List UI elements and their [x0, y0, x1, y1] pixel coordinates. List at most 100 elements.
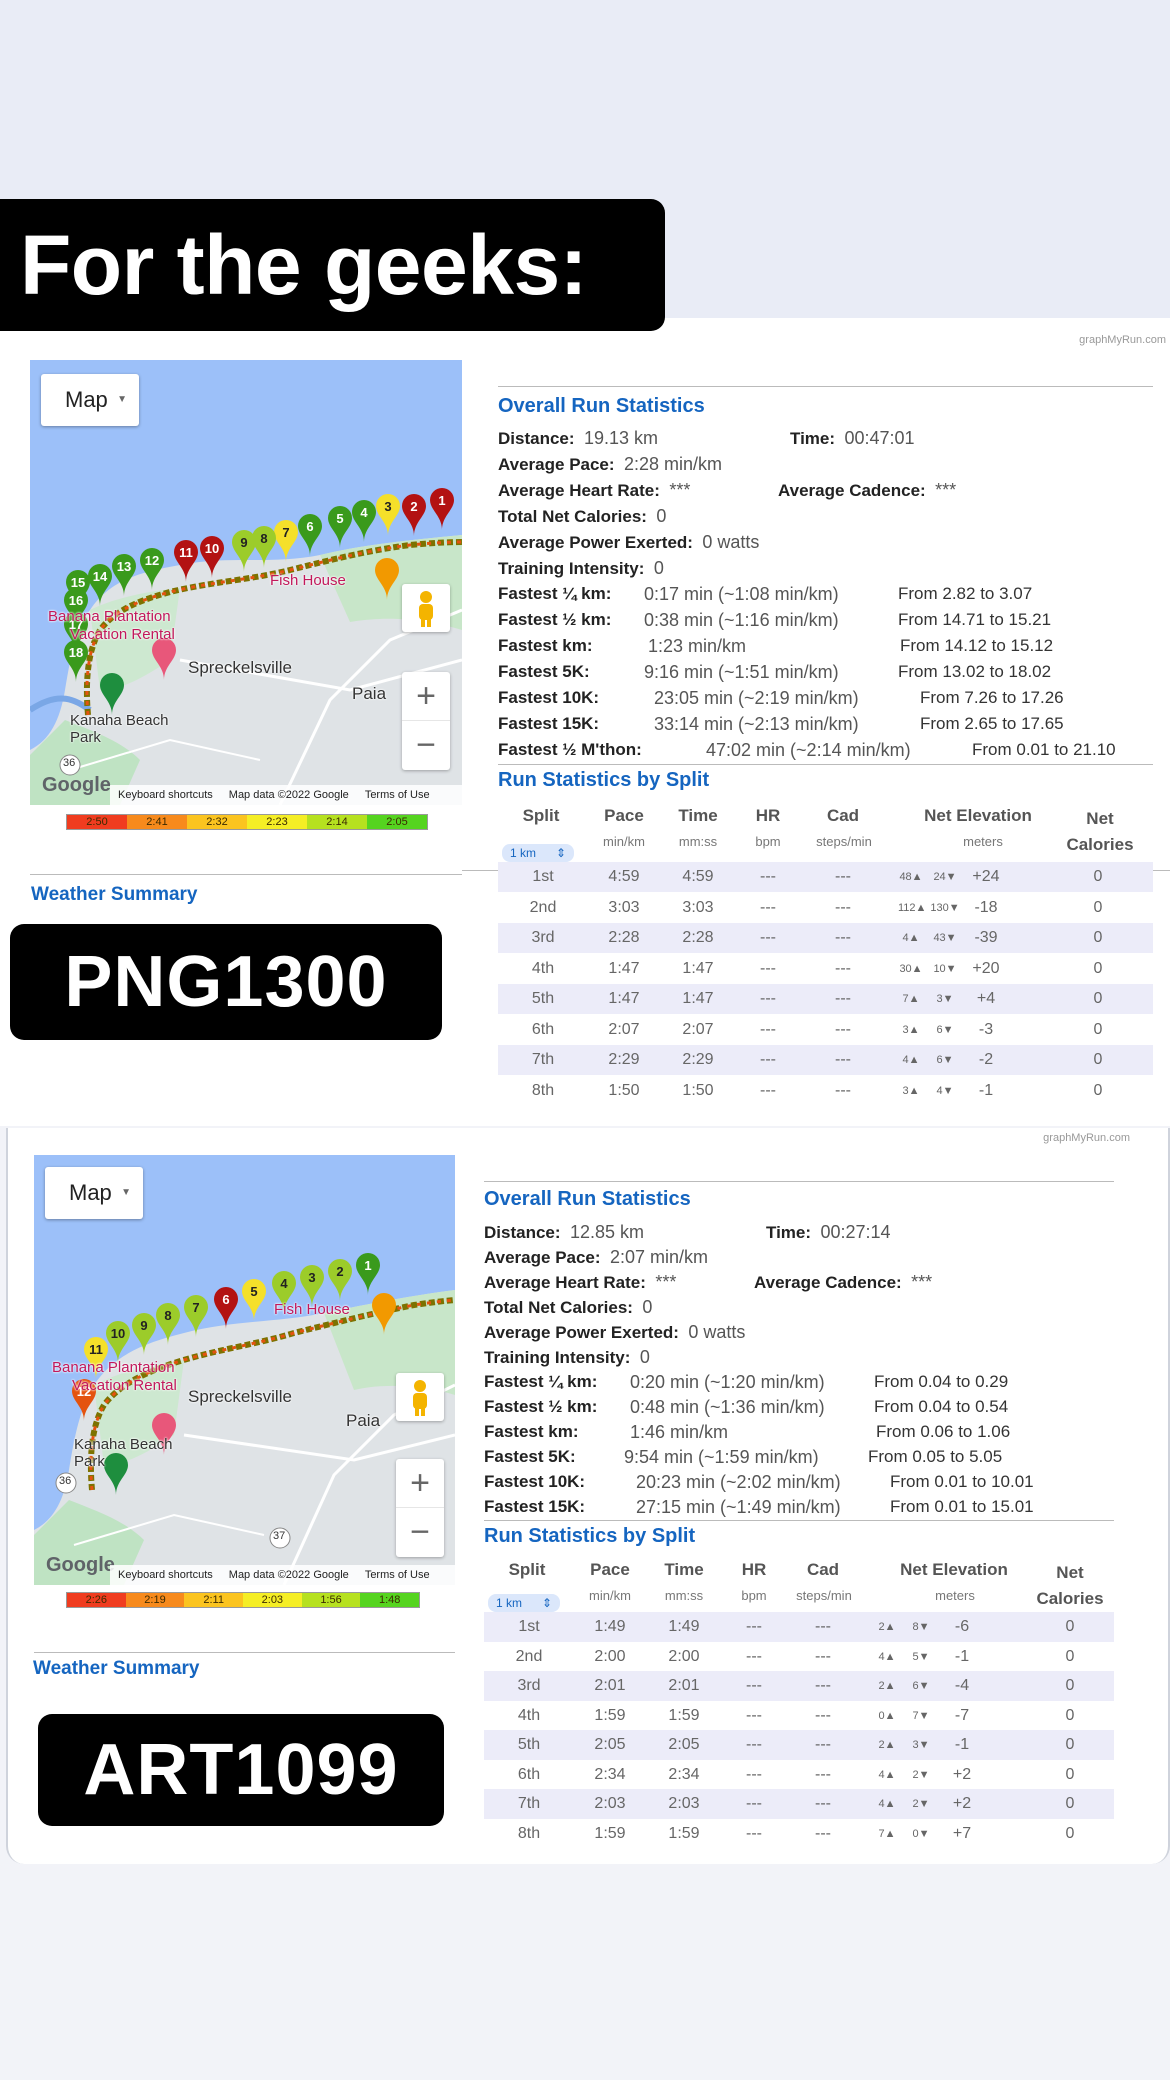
fastest-range: From 0.01 to 15.01 — [890, 1497, 1034, 1516]
restaurant-marker — [375, 558, 399, 600]
split-hr: --- — [746, 1736, 762, 1753]
split-pace: 2:00 — [594, 1647, 626, 1665]
restaurant-marker — [372, 1293, 396, 1335]
split-pace: 4:59 — [608, 868, 640, 885]
svg-text:8: 8 — [260, 531, 267, 546]
col-net-calories: Net Calories — [1066, 809, 1134, 854]
fastest-value-text: 23:05 min (~2:19 min/km) — [654, 688, 859, 708]
net-calories: 0 — [1093, 898, 1103, 916]
split-row: 7th 2:03 2:03 --- --- 4▲ 2▼ +2 0 — [484, 1789, 1114, 1819]
net-elevation: +7 — [952, 1824, 972, 1842]
col-time: Time — [678, 806, 718, 825]
stat-label: Training Intensity: — [484, 1348, 631, 1367]
split-pace: 2:05 — [594, 1736, 626, 1753]
overall-stats-title: Overall Run Statistics — [498, 395, 705, 417]
pace-scale-step: 2:19 — [125, 1593, 185, 1607]
keyboard-shortcuts-link[interactable]: Keyboard shortcuts — [118, 1569, 213, 1581]
pegman-icon[interactable] — [402, 584, 450, 632]
keyboard-shortcuts-link[interactable]: Keyboard shortcuts — [118, 789, 213, 801]
split-marker-1: 1 — [430, 488, 454, 530]
split-hr: --- — [746, 1618, 762, 1635]
elevation-up: 4▲ — [878, 1798, 896, 1810]
col-net-elevation: Net Elevation — [924, 806, 1032, 825]
map-attribution: Keyboard shortcuts Map data ©2022 Google T… — [110, 785, 462, 805]
divider — [484, 1181, 1114, 1182]
stat-value: 12.85 km — [569, 1222, 645, 1242]
fastest-value: 0:38 min (~1:16 min/km) — [644, 610, 839, 631]
net-elevation: -18 — [974, 898, 998, 916]
minus-icon[interactable]: − — [416, 726, 436, 764]
svg-text:11: 11 — [89, 1342, 103, 1357]
route-map[interactable]: 1 2 3 4 5 6 7 8 9 10 11 12 Map ▼ Banana P… — [34, 1155, 455, 1585]
plus-icon[interactable]: + — [402, 672, 450, 721]
fastest-value-text: 0:38 min (~1:16 min/km) — [644, 610, 839, 630]
fastest-value: 9:16 min (~1:51 min/km) — [644, 662, 839, 683]
split-time: 2:03 — [668, 1795, 700, 1812]
fastest-value: 20:23 min (~2:02 min/km) — [636, 1472, 841, 1493]
start-marker — [100, 673, 124, 715]
fastest-label: Fastest ¼ km: — [484, 1372, 598, 1391]
stat-heart-rate: Average Heart Rate: *** — [498, 480, 690, 501]
svg-text:3: 3 — [384, 499, 391, 514]
fastest-row: Fastest km: — [484, 1422, 578, 1442]
weather-summary-title[interactable]: Weather Summary — [31, 884, 198, 905]
split-time: 3:03 — [682, 898, 714, 916]
google-logo: Google — [46, 1554, 115, 1576]
svg-text:14: 14 — [93, 569, 108, 584]
code-label: PNG1300 — [10, 924, 442, 1040]
split-marker-7: 7 — [274, 520, 298, 562]
fastest-value-text: 27:15 min (~1:49 min/km) — [636, 1497, 841, 1517]
split-hr: --- — [760, 1020, 776, 1038]
place-label: Fish House — [270, 572, 346, 589]
unit-cad: steps/min — [796, 1588, 852, 1603]
split-unit-select[interactable]: 1 km ⇕ — [502, 844, 574, 862]
overall-stats-title: Overall Run Statistics — [484, 1188, 691, 1210]
route-map[interactable]: 1 2 3 4 5 6 7 8 9 10 11 12 13 14 15 16 1… — [30, 360, 462, 805]
net-calories: 0 — [1065, 1677, 1075, 1694]
svg-text:2: 2 — [410, 499, 417, 514]
stat-cadence: Average Cadence: *** — [778, 480, 956, 501]
run-panel-2: graphMyRun.com 1 2 3 4 5 6 7 8 9 — [6, 1128, 1170, 1864]
net-elevation: -6 — [954, 1618, 970, 1635]
split-row: 4th 1:59 1:59 --- --- 0▲ 7▼ -7 0 — [484, 1701, 1114, 1731]
fastest-range: From 2.82 to 3.07 — [898, 584, 1033, 603]
fastest-row: Fastest 10K: — [484, 1472, 585, 1492]
unit-cad: steps/min — [816, 834, 872, 849]
map-type-button[interactable]: Map ▼ — [41, 374, 139, 426]
weather-summary-title[interactable]: Weather Summary — [33, 1658, 200, 1679]
stat-cadence: Average Cadence: *** — [754, 1272, 932, 1293]
split-marker-1: 1 — [356, 1253, 380, 1295]
map-type-button[interactable]: Map ▼ — [45, 1167, 143, 1219]
stat-power: Average Power Exerted: 0 watts — [484, 1322, 745, 1343]
elevation-up: 2▲ — [878, 1680, 896, 1692]
split-row: 2nd 2:00 2:00 --- --- 4▲ 5▼ -1 0 — [484, 1642, 1114, 1672]
col-split: Split — [522, 806, 560, 825]
split-unit-value: 1 km — [510, 846, 537, 860]
unit-pace: min/km — [603, 834, 645, 849]
net-elevation: +4 — [976, 990, 996, 1007]
split-stats-title: Run Statistics by Split — [484, 1525, 696, 1547]
terms-link[interactable]: Terms of Use — [364, 789, 430, 801]
split-unit-select[interactable]: 1 km ⇕ — [488, 1594, 560, 1612]
split-cadence: --- — [835, 1081, 851, 1099]
stat-power: Average Power Exerted: 0 watts — [498, 532, 759, 553]
stat-value: *** — [935, 480, 957, 500]
split-marker-7: 7 — [184, 1295, 208, 1337]
minus-icon[interactable]: − — [410, 1513, 430, 1551]
split-marker-11: 11 — [174, 540, 198, 582]
split-hr: --- — [746, 1795, 762, 1812]
col-pace: Pace — [590, 1560, 630, 1579]
stat-label: Average Power Exerted: — [484, 1323, 679, 1342]
plus-icon[interactable]: + — [396, 1459, 444, 1508]
fastest-range: From 0.01 to 10.01 — [890, 1472, 1034, 1491]
split-hr: --- — [746, 1824, 762, 1842]
net-calories: 0 — [1093, 1020, 1103, 1038]
map-type-label: Map — [65, 387, 108, 412]
chevron-updown-icon: ⇕ — [555, 846, 566, 860]
pegman-icon[interactable] — [396, 1373, 444, 1421]
net-elevation: -2 — [978, 1051, 994, 1068]
divider — [34, 1652, 455, 1653]
terms-link[interactable]: Terms of Use — [364, 1569, 430, 1581]
split-name: 7th — [517, 1795, 541, 1812]
place-label: Vacation Rental — [72, 1377, 177, 1394]
